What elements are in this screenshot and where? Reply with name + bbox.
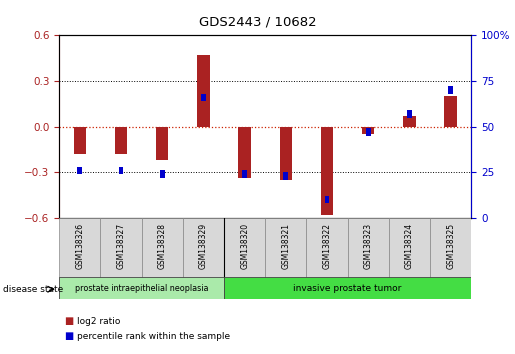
Bar bbox=[407, 110, 412, 118]
Bar bbox=[283, 172, 288, 179]
Text: prostate intraepithelial neoplasia: prostate intraepithelial neoplasia bbox=[75, 284, 209, 293]
Bar bbox=[403, 116, 416, 127]
Text: GSM138322: GSM138322 bbox=[322, 223, 332, 269]
Bar bbox=[321, 127, 333, 215]
Bar bbox=[183, 218, 224, 278]
Bar bbox=[448, 86, 453, 94]
Bar bbox=[224, 277, 471, 299]
Text: log2 ratio: log2 ratio bbox=[77, 316, 121, 326]
Bar bbox=[197, 55, 210, 127]
Text: GSM138323: GSM138323 bbox=[364, 223, 373, 269]
Text: ■: ■ bbox=[64, 331, 74, 341]
Bar bbox=[242, 170, 247, 178]
Text: GSM138329: GSM138329 bbox=[199, 223, 208, 269]
Bar bbox=[160, 170, 165, 178]
Text: GSM138326: GSM138326 bbox=[75, 223, 84, 269]
Bar bbox=[142, 218, 183, 278]
Text: GSM138328: GSM138328 bbox=[158, 223, 167, 269]
Bar bbox=[306, 218, 348, 278]
Bar bbox=[265, 218, 306, 278]
Text: GSM138327: GSM138327 bbox=[116, 223, 126, 269]
Bar bbox=[362, 127, 374, 134]
Text: percentile rank within the sample: percentile rank within the sample bbox=[77, 332, 230, 341]
Bar bbox=[74, 127, 86, 154]
Bar bbox=[444, 96, 457, 127]
Text: GSM138325: GSM138325 bbox=[446, 223, 455, 269]
Bar bbox=[224, 218, 265, 278]
Text: ■: ■ bbox=[64, 316, 74, 326]
Bar bbox=[324, 196, 330, 203]
Bar bbox=[77, 166, 82, 174]
Bar bbox=[59, 277, 224, 299]
Bar bbox=[115, 127, 127, 154]
Bar bbox=[201, 93, 206, 101]
Bar bbox=[118, 166, 124, 174]
Text: GSM138324: GSM138324 bbox=[405, 223, 414, 269]
Text: GSM138320: GSM138320 bbox=[240, 223, 249, 269]
Text: GSM138321: GSM138321 bbox=[281, 223, 290, 269]
Bar bbox=[366, 128, 371, 136]
Bar bbox=[430, 218, 471, 278]
Bar bbox=[389, 218, 430, 278]
Bar bbox=[59, 218, 100, 278]
Bar bbox=[280, 127, 292, 180]
Text: disease state: disease state bbox=[3, 285, 63, 294]
Bar bbox=[156, 127, 168, 160]
Bar bbox=[238, 127, 251, 178]
Bar bbox=[348, 218, 389, 278]
Text: invasive prostate tumor: invasive prostate tumor bbox=[294, 284, 402, 293]
Bar bbox=[100, 218, 142, 278]
Text: GDS2443 / 10682: GDS2443 / 10682 bbox=[199, 16, 316, 29]
